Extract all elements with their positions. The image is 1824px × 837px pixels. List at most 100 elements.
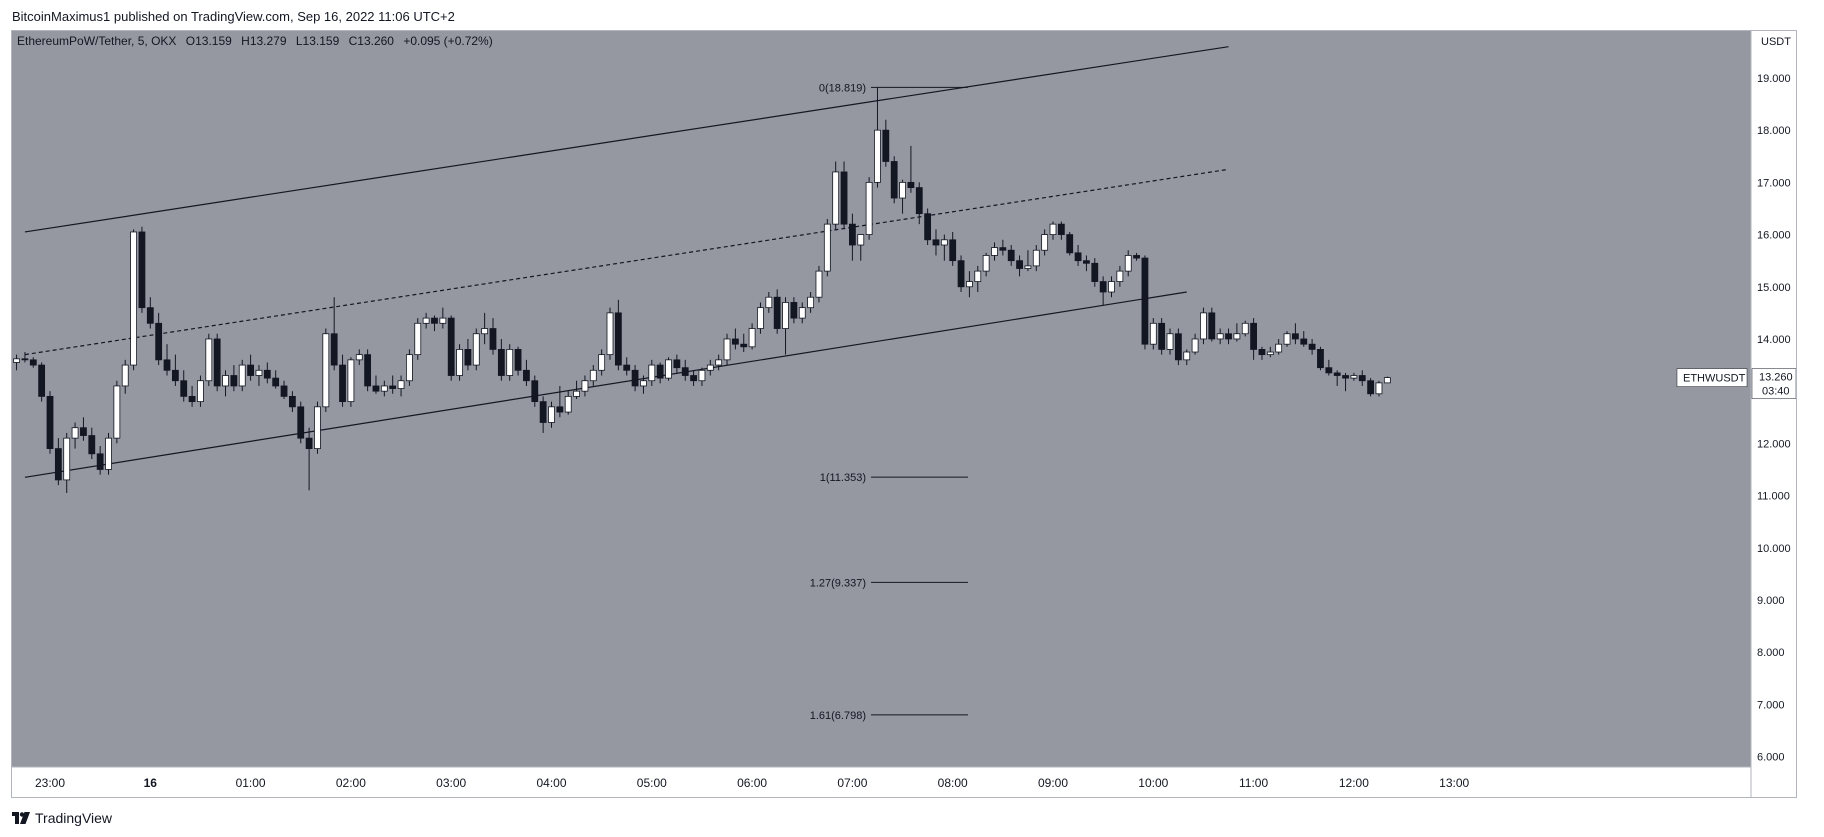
fib-level-label-1: 1(11.353) <box>820 472 866 484</box>
candle-161 <box>1358 370 1366 386</box>
candle-124 <box>1049 221 1057 240</box>
publisher-line: BitcoinMaximus1 published on TradingView… <box>12 9 455 24</box>
candle-133 <box>1124 250 1132 277</box>
candle-2 <box>29 357 37 368</box>
candle-12 <box>113 380 121 444</box>
candle-body <box>113 385 121 439</box>
candle-body <box>138 231 146 309</box>
candle-body <box>213 338 221 387</box>
candle-body <box>163 359 171 371</box>
candle-21 <box>188 385 196 407</box>
candle-118 <box>999 239 1007 256</box>
candle-body <box>623 364 631 371</box>
candle-100 <box>849 213 856 261</box>
candle-body <box>899 181 906 199</box>
time-axis[interactable] <box>12 767 1751 797</box>
candle-body <box>180 380 188 397</box>
candle-1 <box>21 352 29 363</box>
plot-area[interactable] <box>12 31 1751 767</box>
candle-body <box>857 234 865 246</box>
candle-156 <box>1317 346 1324 371</box>
candle-body <box>656 364 664 379</box>
candle-11 <box>105 432 112 475</box>
candle-body <box>497 349 505 376</box>
price-tick-11: 8.000 <box>1757 647 1785 659</box>
candle-body <box>481 328 489 335</box>
candle-73 <box>623 357 631 376</box>
candle-body <box>280 385 288 397</box>
candle-80 <box>681 359 689 381</box>
candle-123 <box>1041 229 1049 256</box>
candle-25 <box>222 370 229 397</box>
candle-116 <box>982 252 990 277</box>
candle-91 <box>773 289 781 334</box>
candle-110 <box>932 229 940 256</box>
candle-153 <box>1291 323 1299 345</box>
candle-138 <box>1166 328 1174 355</box>
candle-body <box>1350 375 1358 379</box>
candle-67 <box>573 380 580 399</box>
candlestick-chart[interactable]: 0(18.819) 1(11.353) 1.27(9.337) 1.61(6.798)… <box>12 31 1796 797</box>
candle-body <box>1124 255 1132 272</box>
candle-body <box>1108 281 1115 293</box>
candle-96 <box>815 265 823 303</box>
candle-body <box>1200 312 1207 340</box>
candle-body <box>1099 281 1107 293</box>
candle-body <box>1317 349 1324 369</box>
candle-body <box>447 317 455 376</box>
candle-131 <box>1108 276 1115 298</box>
candle-43 <box>372 375 380 394</box>
candle-body <box>1158 322 1166 350</box>
candle-130 <box>1099 276 1107 306</box>
candle-body <box>1258 349 1266 356</box>
candle-body <box>1383 377 1391 384</box>
price-tick-1: 18.000 <box>1757 125 1791 137</box>
candle-body <box>1367 380 1375 395</box>
candle-74 <box>631 365 639 392</box>
candle-143 <box>1208 307 1216 342</box>
candle-83 <box>706 359 714 376</box>
candle-48 <box>414 318 422 360</box>
candle-body <box>339 364 346 403</box>
tradingview-logo[interactable]: TradingView <box>12 810 112 826</box>
candle-9 <box>88 427 96 460</box>
candle-body <box>531 380 539 403</box>
candle-body <box>88 435 96 455</box>
candle-body <box>957 260 965 288</box>
price-tick-2: 17.000 <box>1757 177 1791 189</box>
candle-body <box>606 312 614 356</box>
candle-body <box>690 375 697 382</box>
chart-legend: EthereumPoW/Tether, 5, OKX O13.159 H13.2… <box>17 34 493 48</box>
candle-147 <box>1241 320 1249 337</box>
candle-107 <box>907 145 915 193</box>
candle-body <box>439 317 447 324</box>
candle-58 <box>497 338 505 381</box>
last-price-tag[interactable]: ETHWUSDT 13.260 03:40 <box>1676 368 1796 399</box>
candle-body <box>464 349 472 366</box>
candle-23 <box>205 333 213 386</box>
candle-body <box>765 296 773 309</box>
candle-8 <box>80 417 87 441</box>
chart-frame[interactable]: 0(18.819) 1(11.353) 1.27(9.337) 1.61(6.798)… <box>11 30 1797 798</box>
candle-72 <box>614 299 622 371</box>
top-bar: BitcoinMaximus1 published on TradingView… <box>0 0 1824 30</box>
price-tick-5: 14.000 <box>1757 334 1791 346</box>
candle-body <box>506 349 514 376</box>
candle-body <box>431 317 438 324</box>
candle-body <box>915 187 923 215</box>
candle-38 <box>330 297 338 371</box>
candle-54 <box>464 338 472 371</box>
candle-87 <box>740 333 748 353</box>
candle-body <box>840 171 848 225</box>
candle-body <box>849 223 856 246</box>
candle-76 <box>648 359 656 386</box>
candle-body <box>63 437 71 481</box>
candle-body <box>823 223 831 272</box>
candle-163 <box>1375 380 1383 397</box>
candle-body <box>1375 382 1383 395</box>
candle-body <box>907 181 915 188</box>
candle-69 <box>589 365 597 386</box>
price-axis[interactable] <box>1751 31 1796 797</box>
candle-body <box>1233 333 1241 340</box>
low-value: 13.159 <box>303 34 340 48</box>
